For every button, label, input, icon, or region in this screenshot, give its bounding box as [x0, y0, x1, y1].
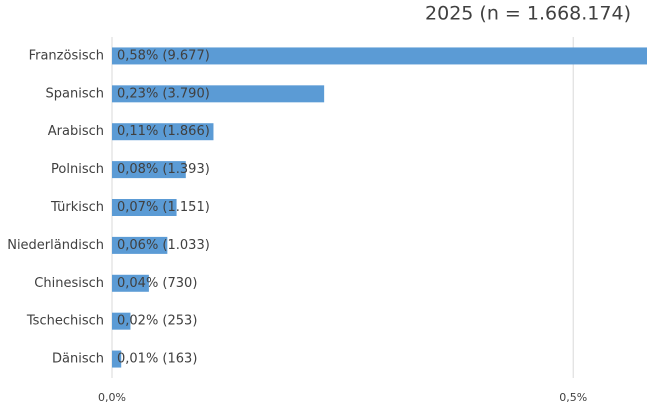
- data-label: 0,01% (163): [117, 352, 197, 367]
- data-label: 0,02% (253): [117, 314, 197, 329]
- y-tick-label: Türkisch: [50, 200, 104, 215]
- data-label: 0,08% (1.393): [117, 162, 210, 177]
- x-tick-label: 0,5%: [559, 391, 587, 404]
- data-label: 0,23% (3.790): [117, 86, 210, 101]
- y-tick-label: Chinesisch: [34, 276, 104, 291]
- data-label: 0,11% (1.866): [117, 124, 210, 139]
- data-label: 0,06% (1.033): [117, 238, 210, 253]
- y-tick-label: Spanisch: [46, 86, 104, 101]
- data-label: 0,04% (730): [117, 276, 197, 291]
- x-tick-label: 0,0%: [98, 391, 126, 404]
- bar: [112, 123, 214, 141]
- data-label: 0,07% (1.151): [117, 200, 210, 215]
- y-tick-label: Französisch: [29, 48, 104, 63]
- chart-title: 2025 (n = 1.668.174): [425, 3, 631, 25]
- data-label: 0,58% (9.677): [117, 48, 210, 63]
- bar: [112, 161, 186, 179]
- y-tick-label: Dänisch: [52, 352, 104, 367]
- y-tick-label: Niederländisch: [7, 238, 104, 253]
- y-tick-label: Polnisch: [51, 162, 104, 177]
- y-tick-label: Tschechisch: [26, 314, 104, 329]
- bar: [112, 47, 647, 65]
- bar: [112, 350, 122, 368]
- bar: [112, 312, 131, 330]
- bar: [112, 236, 168, 254]
- bar: [112, 85, 325, 103]
- bar: [112, 274, 149, 292]
- bar: [112, 199, 177, 216]
- y-tick-label: Arabisch: [48, 124, 104, 139]
